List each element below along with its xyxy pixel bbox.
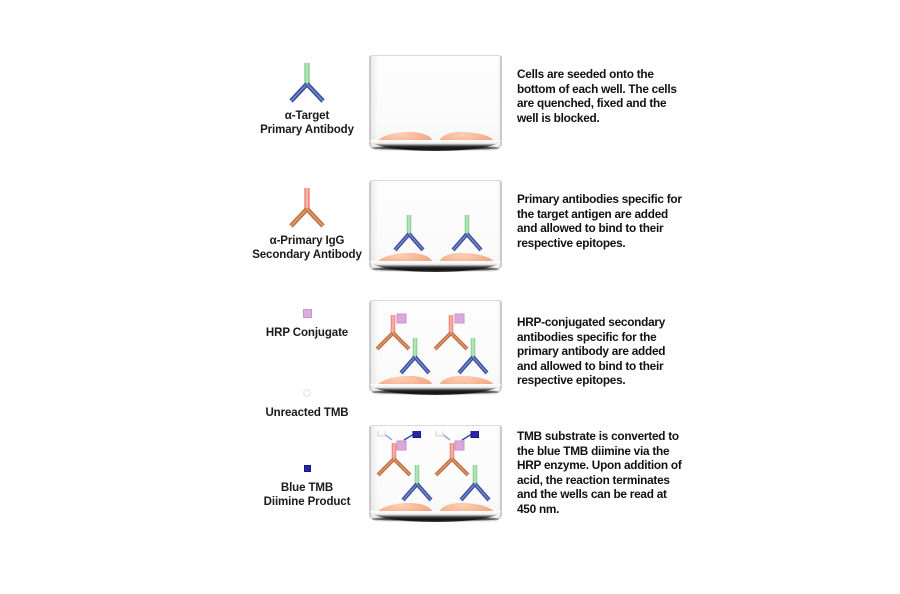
step-description: Primary antibodies specific for the targ… — [517, 192, 682, 250]
well-3 — [369, 300, 502, 395]
legend-label: α-Target Primary Antibody — [260, 110, 354, 136]
bound-antibody-complex — [397, 337, 433, 382]
tmb-ring-icon — [238, 384, 376, 402]
bound-primary-antibody — [449, 214, 485, 259]
bound-primary-antibody — [391, 214, 427, 259]
antibody-icon — [238, 184, 376, 230]
step-description: HRP-conjugated secondary antibodies spec… — [517, 315, 666, 388]
bound-antibody-complex — [457, 464, 493, 509]
step-description: Cells are seeded onto the bottom of each… — [517, 67, 677, 125]
hrp-secondary-antibody-with-tmb — [432, 428, 484, 484]
step-row-2: α-Primary IgG Secondary Antibody — [0, 180, 900, 290]
legend-label: Unreacted TMB — [265, 407, 349, 419]
legend-label: α-Primary IgG Secondary Antibody — [252, 235, 362, 261]
antibody-icon — [238, 59, 376, 105]
hrp-square-icon — [238, 304, 376, 322]
well-base — [370, 140, 501, 151]
step-row-4: Blue TMB Diimine Product — [0, 425, 900, 540]
legend-secondary-antibody: α-Primary IgG Secondary Antibody — [238, 184, 376, 262]
legend-label: Blue TMB Diimine Product — [263, 482, 351, 508]
bound-antibody-complex — [455, 337, 491, 382]
legend-primary-antibody: α-Target Primary Antibody — [238, 59, 376, 137]
well-4 — [369, 425, 502, 522]
step-description: TMB substrate is converted to the blue T… — [517, 429, 682, 516]
well-1 — [369, 55, 502, 151]
hrp-secondary-antibody-with-tmb — [374, 428, 426, 484]
legend-blue-tmb-diimine: Blue TMB Diimine Product — [238, 459, 376, 509]
legend-label: HRP Conjugate — [265, 327, 349, 339]
hrp-secondary-antibody — [431, 313, 471, 358]
well-base — [370, 384, 501, 395]
step-row-3: HRP Conjugate Unreacted TMB — [0, 300, 900, 425]
well-base — [370, 511, 501, 522]
legend-unreacted-tmb: Unreacted TMB — [238, 384, 376, 420]
bound-antibody-complex — [399, 464, 435, 509]
well-base — [370, 261, 501, 272]
step-row-1: α-Target Primary Antibody Cells are seed… — [0, 55, 900, 170]
legend-hrp-conjugate: HRP Conjugate — [238, 304, 376, 340]
hrp-secondary-antibody — [373, 313, 413, 358]
well-2 — [369, 180, 502, 272]
tmb-dot-icon — [238, 459, 376, 477]
